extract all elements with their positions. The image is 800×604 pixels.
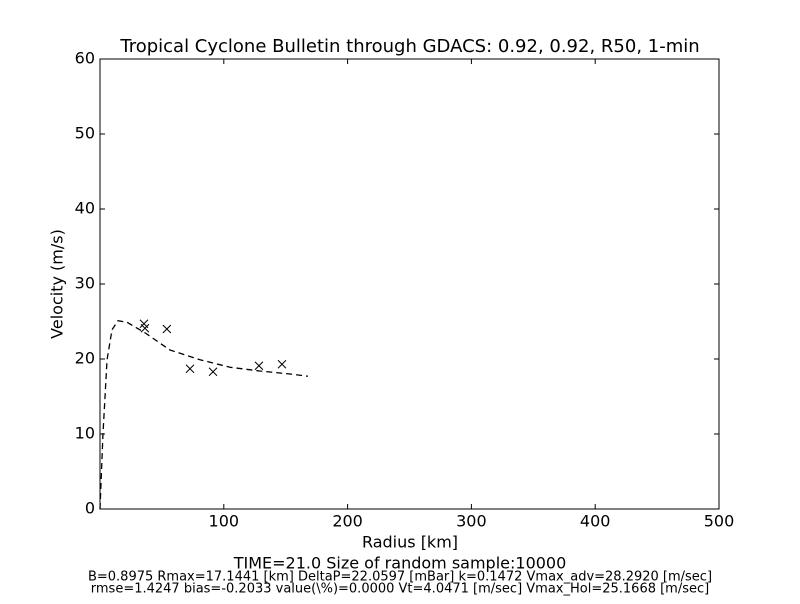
annotation: rmse=1.4247 bias=-0.2033 value(\%)=0.000… <box>91 582 709 597</box>
annotation: B=0.8975 Rmax=17.1441 [km] DeltaP=22.059… <box>88 570 712 585</box>
chart-title: Tropical Cyclone Bulletin through GDACS:… <box>119 36 699 57</box>
y-tick-label: 20 <box>75 349 95 368</box>
x-tick-label: 100 <box>209 512 240 531</box>
x-axis-label: Radius [km] <box>362 533 458 552</box>
data-point <box>185 364 195 374</box>
data-point <box>254 361 264 371</box>
line <box>99 320 309 510</box>
data-point <box>140 323 150 333</box>
y-tick-label: 10 <box>75 424 95 443</box>
data-point <box>277 359 287 369</box>
data-point <box>208 367 218 377</box>
x-tick-label: 500 <box>704 512 735 531</box>
y-axis-label: Velocity (m/s) <box>48 229 67 339</box>
x-tick-label: 300 <box>456 512 487 531</box>
annotation: TIME=21.0 Size of random sample:10000 <box>233 554 567 573</box>
x-tick-label: 400 <box>580 512 611 531</box>
data-point <box>162 324 172 334</box>
y-tick-label: 0 <box>85 499 95 518</box>
y-tick-label: 40 <box>75 199 95 218</box>
x-tick-label: 200 <box>332 512 363 531</box>
y-tick-label: 50 <box>75 124 95 143</box>
y-tick-label: 60 <box>75 49 95 68</box>
y-tick-label: 30 <box>75 274 95 293</box>
